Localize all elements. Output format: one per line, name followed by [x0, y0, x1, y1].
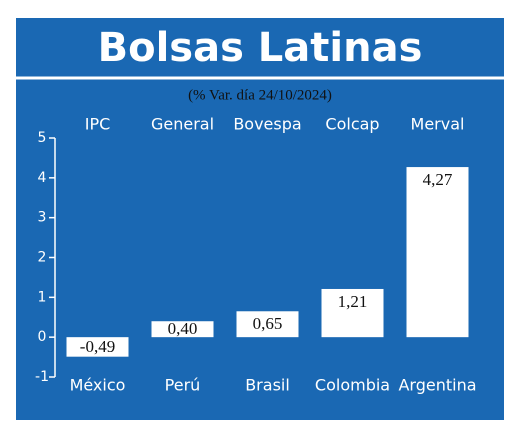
- x-tick-label: Colombia: [315, 376, 390, 395]
- x-tick-label: Argentina: [398, 376, 476, 395]
- chart-title: Bolsas Latinas: [98, 25, 423, 71]
- x-tick-label: Brasil: [245, 376, 290, 395]
- chart-subtitle: (% Var. día 24/10/2024): [188, 87, 332, 103]
- index-label: General: [151, 115, 214, 134]
- bar: [321, 288, 384, 338]
- x-tick-label: México: [70, 376, 126, 395]
- y-tick-label: 3: [38, 210, 47, 226]
- value-label: 1,21: [338, 292, 368, 311]
- bar: [66, 337, 129, 357]
- value-label: 0,40: [168, 319, 198, 338]
- index-label: IPC: [85, 115, 111, 134]
- y-tick-label: 2: [38, 250, 47, 266]
- index-label: Merval: [411, 115, 465, 134]
- y-tick-label: 1: [38, 289, 47, 305]
- index-label: Bovespa: [233, 115, 301, 134]
- y-tick-label: 4: [38, 170, 47, 186]
- y-tick-label: 5: [38, 130, 47, 146]
- value-label: 0,65: [253, 314, 283, 333]
- bar: [151, 321, 214, 338]
- value-label: 4,27: [423, 170, 453, 189]
- x-tick-label: Perú: [165, 376, 201, 395]
- bar: [406, 167, 469, 338]
- bar: [236, 311, 299, 338]
- index-label: Colcap: [325, 115, 379, 134]
- y-tick-label: 0: [38, 329, 47, 345]
- value-label: -0,49: [80, 337, 115, 356]
- y-tick-label: -1: [35, 369, 49, 385]
